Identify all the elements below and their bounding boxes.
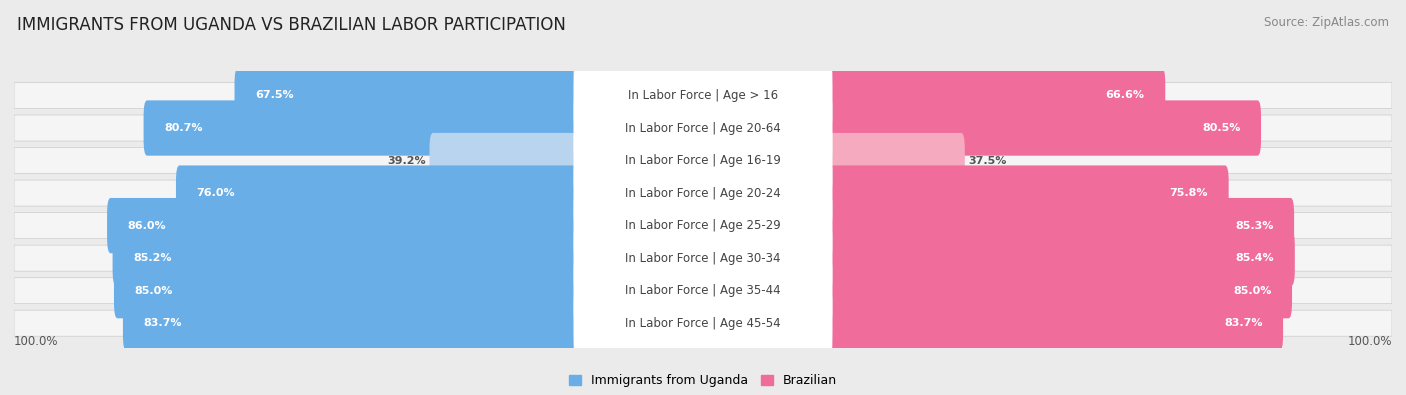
Text: 85.2%: 85.2% (134, 253, 172, 263)
FancyBboxPatch shape (14, 310, 1392, 336)
Text: In Labor Force | Age 16-19: In Labor Force | Age 16-19 (626, 154, 780, 167)
Text: 39.2%: 39.2% (388, 156, 426, 166)
FancyBboxPatch shape (574, 223, 832, 358)
Text: 100.0%: 100.0% (14, 335, 59, 348)
FancyBboxPatch shape (574, 158, 832, 293)
FancyBboxPatch shape (14, 83, 1392, 109)
Text: 86.0%: 86.0% (128, 221, 166, 231)
Text: In Labor Force | Age 20-64: In Labor Force | Age 20-64 (626, 122, 780, 135)
Text: 80.5%: 80.5% (1202, 123, 1240, 133)
Text: 75.8%: 75.8% (1170, 188, 1208, 198)
FancyBboxPatch shape (700, 133, 965, 188)
Text: 66.6%: 66.6% (1105, 90, 1144, 100)
FancyBboxPatch shape (14, 278, 1392, 304)
Text: 85.3%: 85.3% (1234, 221, 1274, 231)
Text: In Labor Force | Age 35-44: In Labor Force | Age 35-44 (626, 284, 780, 297)
Text: In Labor Force | Age 30-34: In Labor Force | Age 30-34 (626, 252, 780, 265)
FancyBboxPatch shape (14, 245, 1392, 271)
FancyBboxPatch shape (700, 198, 1294, 253)
FancyBboxPatch shape (574, 61, 832, 196)
FancyBboxPatch shape (14, 180, 1392, 206)
FancyBboxPatch shape (235, 68, 706, 123)
Text: 67.5%: 67.5% (254, 90, 294, 100)
FancyBboxPatch shape (114, 263, 706, 318)
FancyBboxPatch shape (107, 198, 706, 253)
FancyBboxPatch shape (14, 213, 1392, 239)
Text: In Labor Force | Age 45-54: In Labor Force | Age 45-54 (626, 317, 780, 330)
FancyBboxPatch shape (14, 115, 1392, 141)
FancyBboxPatch shape (429, 133, 706, 188)
FancyBboxPatch shape (574, 28, 832, 163)
Text: In Labor Force | Age > 16: In Labor Force | Age > 16 (628, 89, 778, 102)
Text: In Labor Force | Age 25-29: In Labor Force | Age 25-29 (626, 219, 780, 232)
FancyBboxPatch shape (14, 148, 1392, 173)
FancyBboxPatch shape (574, 126, 832, 260)
Text: IMMIGRANTS FROM UGANDA VS BRAZILIAN LABOR PARTICIPATION: IMMIGRANTS FROM UGANDA VS BRAZILIAN LABO… (17, 16, 565, 34)
Legend: Immigrants from Uganda, Brazilian: Immigrants from Uganda, Brazilian (565, 371, 841, 391)
FancyBboxPatch shape (143, 100, 706, 156)
FancyBboxPatch shape (700, 295, 1284, 351)
FancyBboxPatch shape (700, 100, 1261, 156)
FancyBboxPatch shape (700, 263, 1292, 318)
Text: In Labor Force | Age 20-24: In Labor Force | Age 20-24 (626, 186, 780, 199)
FancyBboxPatch shape (700, 231, 1295, 286)
FancyBboxPatch shape (700, 68, 1166, 123)
Text: 85.0%: 85.0% (1233, 286, 1271, 296)
Text: Source: ZipAtlas.com: Source: ZipAtlas.com (1264, 16, 1389, 29)
Text: 85.0%: 85.0% (135, 286, 173, 296)
Text: 85.4%: 85.4% (1236, 253, 1274, 263)
Text: 83.7%: 83.7% (1223, 318, 1263, 328)
FancyBboxPatch shape (574, 93, 832, 228)
FancyBboxPatch shape (574, 256, 832, 391)
FancyBboxPatch shape (176, 166, 706, 221)
Text: 80.7%: 80.7% (165, 123, 202, 133)
FancyBboxPatch shape (112, 231, 706, 286)
Text: 37.5%: 37.5% (969, 156, 1007, 166)
Text: 100.0%: 100.0% (1347, 335, 1392, 348)
FancyBboxPatch shape (574, 191, 832, 325)
Text: 83.7%: 83.7% (143, 318, 183, 328)
FancyBboxPatch shape (700, 166, 1229, 221)
Text: 76.0%: 76.0% (197, 188, 235, 198)
FancyBboxPatch shape (122, 295, 706, 351)
